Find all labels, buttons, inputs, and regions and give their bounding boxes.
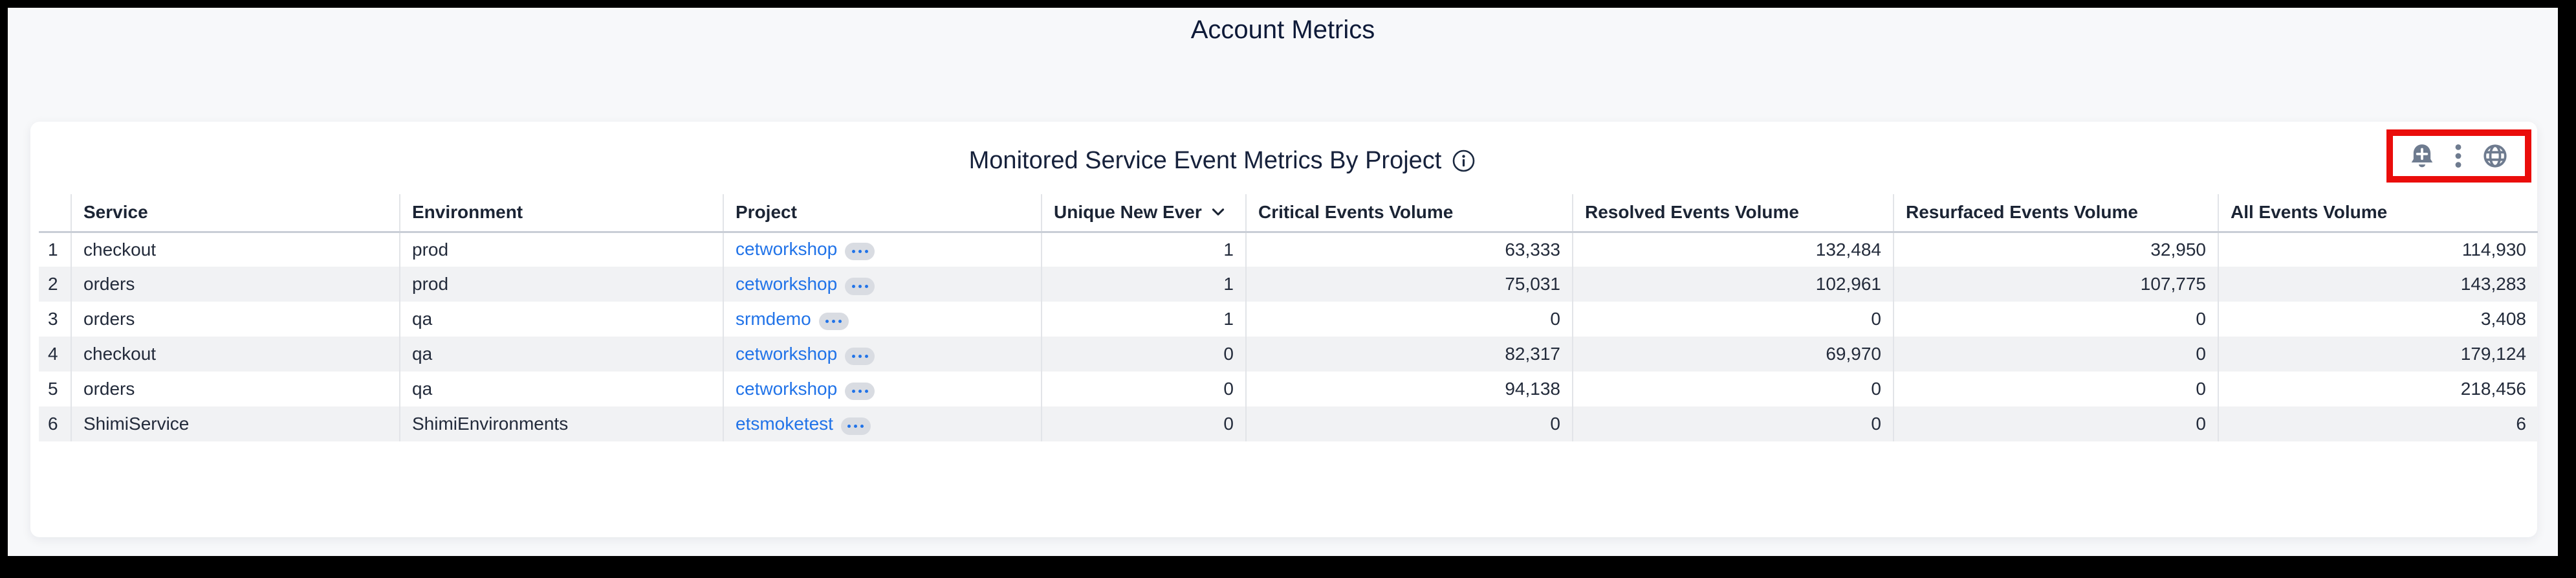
table-row: 1 checkout prod cetworkshop 1 63,333 132,484 32… [39,232,2538,267]
cell-all-events-volume: 3,408 [2218,302,2538,337]
ellipsis-pill-icon[interactable] [840,417,871,435]
cell-resurfaced-events-volume: 32,950 [1893,232,2218,267]
column-header-critical-events-volume[interactable]: Critical Events Volume [1245,194,1573,233]
table-row: 5 orders qa cetworkshop 0 94,138 0 0 218,456 [39,372,2538,406]
panel-card: Monitored Service Event Metrics By Proje… [30,122,2538,537]
column-header-all-events-volume[interactable]: All Events Volume [2218,194,2538,233]
cell-service: orders [71,267,400,302]
ellipsis-pill-icon[interactable] [845,382,875,400]
table-row: 6 ShimiService ShimiEnvironments etsmoketes… [39,406,2538,441]
project-link[interactable]: etsmoketest [736,413,833,434]
cell-environment: qa [399,372,723,406]
metrics-table: Service Environment Project Unique New Ever… [39,194,2538,441]
cell-critical-events-volume: 0 [1245,302,1573,337]
cell-unique-new-ever: 0 [1041,337,1246,372]
cell-resurfaced-events-volume: 0 [1893,406,2218,441]
cell-project: cetworkshop [723,232,1042,267]
page-title: Account Metrics [1190,16,1375,44]
ellipsis-pill-icon[interactable] [845,243,875,261]
cell-environment: prod [399,232,723,267]
cell-resolved-events-volume: 69,970 [1572,337,1894,372]
cell-unique-new-ever: 0 [1041,372,1246,406]
project-link[interactable]: cetworkshop [736,273,838,294]
ellipsis-pill-icon[interactable] [818,312,849,330]
cell-resolved-events-volume: 102,961 [1572,267,1894,302]
cell-resolved-events-volume: 0 [1572,302,1894,337]
annotation-highlight-box [2386,129,2531,183]
cell-service: checkout [71,337,400,372]
column-header-service[interactable]: Service [71,194,400,233]
ellipsis-pill-icon[interactable] [845,347,875,365]
cell-service: ShimiService [71,406,400,441]
cell-all-events-volume: 143,283 [2218,267,2538,302]
row-number: 6 [48,414,58,434]
table-row: 2 orders prod cetworkshop 1 75,031 102,961 107,… [39,267,2538,302]
row-number: 3 [48,309,58,329]
cell-resolved-events-volume: 0 [1572,406,1894,441]
cell-resurfaced-events-volume: 107,775 [1893,267,2218,302]
cell-critical-events-volume: 94,138 [1245,372,1573,406]
cell-unique-new-ever: 1 [1041,302,1246,337]
column-header-row-number [39,194,71,233]
ellipsis-pill-icon[interactable] [845,277,875,295]
row-number: 4 [48,344,58,364]
cell-resolved-events-volume: 0 [1572,372,1894,406]
cell-critical-events-volume: 0 [1245,406,1573,441]
cell-project: srmdemo [723,302,1042,337]
cell-critical-events-volume: 75,031 [1245,267,1573,302]
cell-environment: prod [399,267,723,302]
cell-service: orders [71,302,400,337]
cell-resolved-events-volume: 132,484 [1572,232,1894,267]
project-link[interactable]: srmdemo [736,308,811,329]
row-number: 2 [48,274,58,294]
cell-service: checkout [71,232,400,267]
column-header-unique-new-ever[interactable]: Unique New Ever [1041,194,1246,233]
cell-resurfaced-events-volume: 0 [1893,337,2218,372]
add-alert-bell-icon[interactable] [2408,142,2436,170]
column-header-environment[interactable]: Environment [399,194,723,233]
project-link[interactable]: cetworkshop [736,343,838,364]
kebab-menu-icon[interactable] [2452,142,2464,170]
cell-environment: qa [399,302,723,337]
dashboard-background: Account Metrics Monitored Service Event … [8,8,2558,556]
globe-icon[interactable] [2481,142,2509,170]
cell-project: etsmoketest [723,406,1042,441]
panel-title: Monitored Service Event Metrics By Proje… [968,146,1442,174]
cell-service: orders [71,372,400,406]
column-header-project[interactable]: Project [723,194,1042,233]
column-header-resurfaced-events-volume[interactable]: Resurfaced Events Volume [1893,194,2218,233]
panel-header: Monitored Service Event Metrics By Proje… [30,141,2537,180]
table-row: 4 checkout qa cetworkshop 0 82,317 69,970 0 179,… [39,337,2538,372]
project-link[interactable]: cetworkshop [736,378,838,399]
row-number: 5 [48,379,58,399]
cell-all-events-volume: 114,930 [2218,232,2538,267]
cell-all-events-volume: 179,124 [2218,337,2538,372]
cell-environment: qa [399,337,723,372]
cell-critical-events-volume: 82,317 [1245,337,1573,372]
info-icon[interactable] [1452,149,1476,173]
project-link[interactable]: cetworkshop [736,239,838,260]
cell-critical-events-volume: 63,333 [1245,232,1573,267]
cell-unique-new-ever: 1 [1041,267,1246,302]
cell-unique-new-ever: 1 [1041,232,1246,267]
cell-unique-new-ever: 0 [1041,406,1246,441]
row-number: 1 [48,239,58,260]
cell-all-events-volume: 6 [2218,406,2538,441]
cell-resurfaced-events-volume: 0 [1893,372,2218,406]
cell-project: cetworkshop [723,267,1042,302]
cell-all-events-volume: 218,456 [2218,372,2538,406]
cell-project: cetworkshop [723,372,1042,406]
table-header-row: Service Environment Project Unique New Ever… [39,194,2538,233]
cell-resurfaced-events-volume: 0 [1893,302,2218,337]
cell-environment: ShimiEnvironments [399,406,723,441]
table-row: 3 orders qa srmdemo 1 0 0 0 3,408 [39,302,2538,337]
cell-project: cetworkshop [723,337,1042,372]
column-header-resolved-events-volume[interactable]: Resolved Events Volume [1572,194,1894,233]
